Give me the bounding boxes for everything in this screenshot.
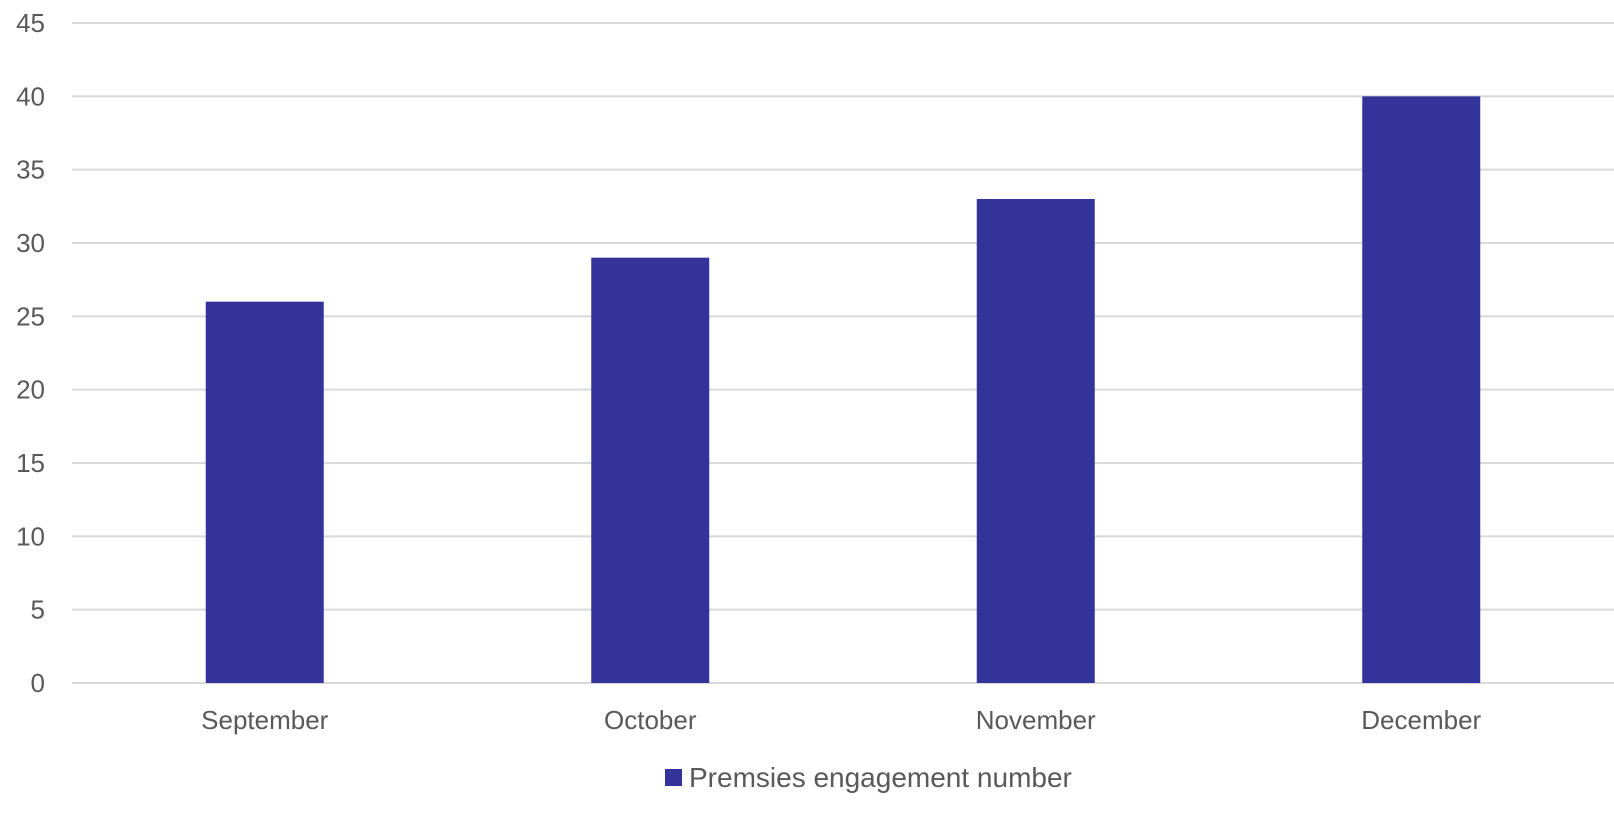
bar-december <box>1362 96 1481 684</box>
y-axis-tick-labels: 0 5 10 15 20 25 30 35 40 45 <box>16 8 45 698</box>
x-category-label: December <box>1361 705 1481 735</box>
y-tick-label: 10 <box>16 521 45 551</box>
y-tick-label: 0 <box>31 668 45 698</box>
bar-september <box>205 301 324 683</box>
y-tick-label: 15 <box>16 448 45 478</box>
bars <box>205 96 1481 684</box>
y-tick-label: 40 <box>16 81 45 111</box>
legend-swatch <box>665 769 682 786</box>
x-category-label: October <box>604 705 697 735</box>
x-axis-category-labels: September October November December <box>201 705 1481 735</box>
bar-october <box>591 257 710 683</box>
gridlines <box>72 22 1614 684</box>
y-tick-label: 35 <box>16 155 45 185</box>
bar-november <box>976 199 1095 683</box>
x-category-label: September <box>201 705 329 735</box>
legend-label: Premsies engagement number <box>689 762 1072 793</box>
y-tick-label: 25 <box>16 301 45 331</box>
y-tick-label: 30 <box>16 228 45 258</box>
legend: Premsies engagement number <box>665 762 1072 793</box>
y-tick-label: 5 <box>31 595 45 625</box>
y-tick-label: 45 <box>16 8 45 38</box>
x-category-label: November <box>976 705 1096 735</box>
y-tick-label: 20 <box>16 375 45 405</box>
